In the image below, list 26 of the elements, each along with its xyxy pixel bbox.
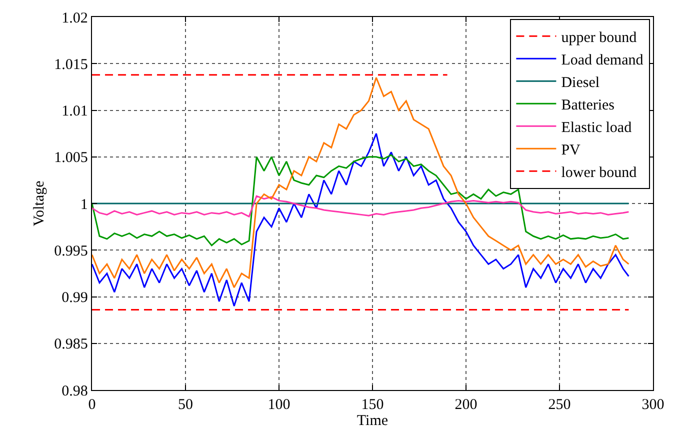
- legend-label: Load demand: [561, 52, 644, 68]
- x-axis-title: Time: [356, 413, 388, 430]
- x-tick-label: 0: [88, 397, 96, 414]
- x-tick-label: 200: [454, 397, 478, 414]
- legend-label: lower bound: [561, 164, 638, 181]
- y-tick-label: 1.015: [54, 56, 88, 73]
- line-series: [92, 195, 630, 218]
- legend-label: Batteries: [561, 97, 615, 114]
- legend-label: Elastic load: [561, 120, 632, 136]
- y-tick-label: 0.99: [62, 290, 88, 306]
- x-tick-label: 50: [178, 397, 193, 414]
- y-tick-label: 0.985: [54, 336, 88, 353]
- y-tick-label: 1.02: [62, 10, 88, 26]
- y-tick-label: 0.995: [54, 243, 88, 260]
- x-tick-label: 100: [268, 397, 290, 414]
- y-tick-label: 1.005: [54, 150, 88, 166]
- y-tick-label: 0.98: [62, 383, 88, 400]
- y-tick-label: 1: [80, 196, 88, 213]
- x-tick-label: 250: [548, 397, 571, 414]
- y-tick-label: 1.01: [62, 104, 88, 120]
- x-tick-label: 150: [361, 397, 384, 414]
- x-tick-label: 300: [642, 397, 664, 414]
- legend-label: PV: [561, 142, 581, 158]
- y-axis-title: Voltage: [31, 180, 48, 226]
- legend-label: Diesel: [561, 74, 600, 91]
- legend-label: upper bound: [561, 30, 638, 46]
